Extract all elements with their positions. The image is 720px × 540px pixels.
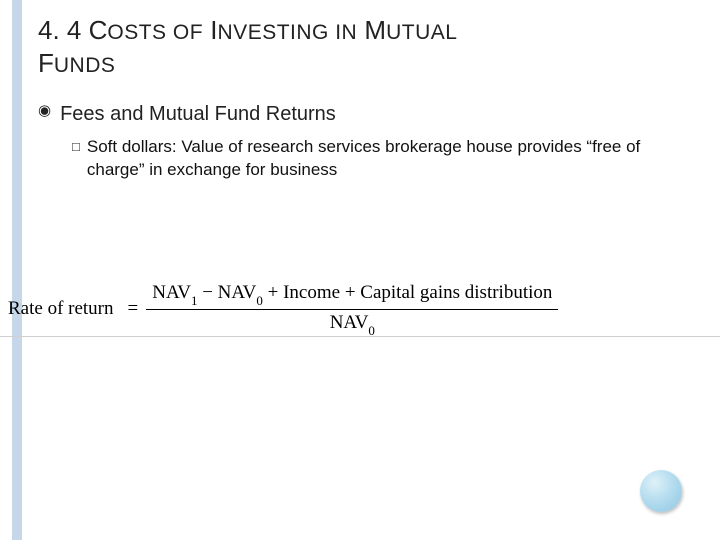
title-part-7: UNDS: [54, 54, 116, 77]
num-t2: − NAV: [197, 282, 256, 303]
horizontal-divider: [0, 336, 720, 337]
decorative-sphere-icon: [640, 470, 682, 512]
title-part-3: NVESTING IN: [218, 21, 358, 44]
formula-lhs: Rate of return: [8, 298, 114, 320]
bullet-level1-text: Fees and Mutual Fund Returns: [60, 101, 336, 128]
num-t3: + Income + Capital gains distribution: [263, 282, 553, 303]
bullet-level2: □ Soft dollars: Value of research servic…: [72, 136, 700, 182]
formula-fraction: NAV1 − NAV0 + Income + Capital gains dis…: [146, 280, 558, 339]
left-accent-stripe: [12, 0, 22, 540]
title-part-5: UTUAL: [386, 21, 457, 44]
num-t1: NAV: [152, 282, 191, 303]
title-part-4: M: [357, 15, 386, 45]
bullet-level2-text: Soft dollars: Value of research services…: [87, 136, 650, 182]
formula-numerator: NAV1 − NAV0 + Income + Capital gains dis…: [146, 280, 558, 309]
slide-content: 4. 4 COSTS OF INVESTING IN MUTUAL FUNDS …: [38, 14, 700, 182]
rate-of-return-formula: Rate of return = NAV1 − NAV0 + Income + …: [8, 280, 558, 339]
formula-equals: =: [128, 298, 139, 320]
formula-denominator: NAV0: [324, 310, 381, 339]
num-s1: 1: [191, 293, 198, 308]
den-t1: NAV: [330, 312, 369, 333]
subbullet-glyph-icon: □: [72, 139, 80, 154]
title-part-0: 4. 4 C: [38, 15, 107, 45]
title-part-2: I: [203, 15, 217, 45]
bullet-level1: ◉ Fees and Mutual Fund Returns: [38, 101, 700, 128]
slide-title: 4. 4 COSTS OF INVESTING IN MUTUAL FUNDS: [38, 14, 700, 79]
num-s2: 0: [256, 293, 263, 308]
title-part-6: F: [38, 48, 54, 78]
bullet-glyph-icon: ◉: [38, 101, 51, 121]
title-part-1: OSTS OF: [107, 21, 203, 44]
